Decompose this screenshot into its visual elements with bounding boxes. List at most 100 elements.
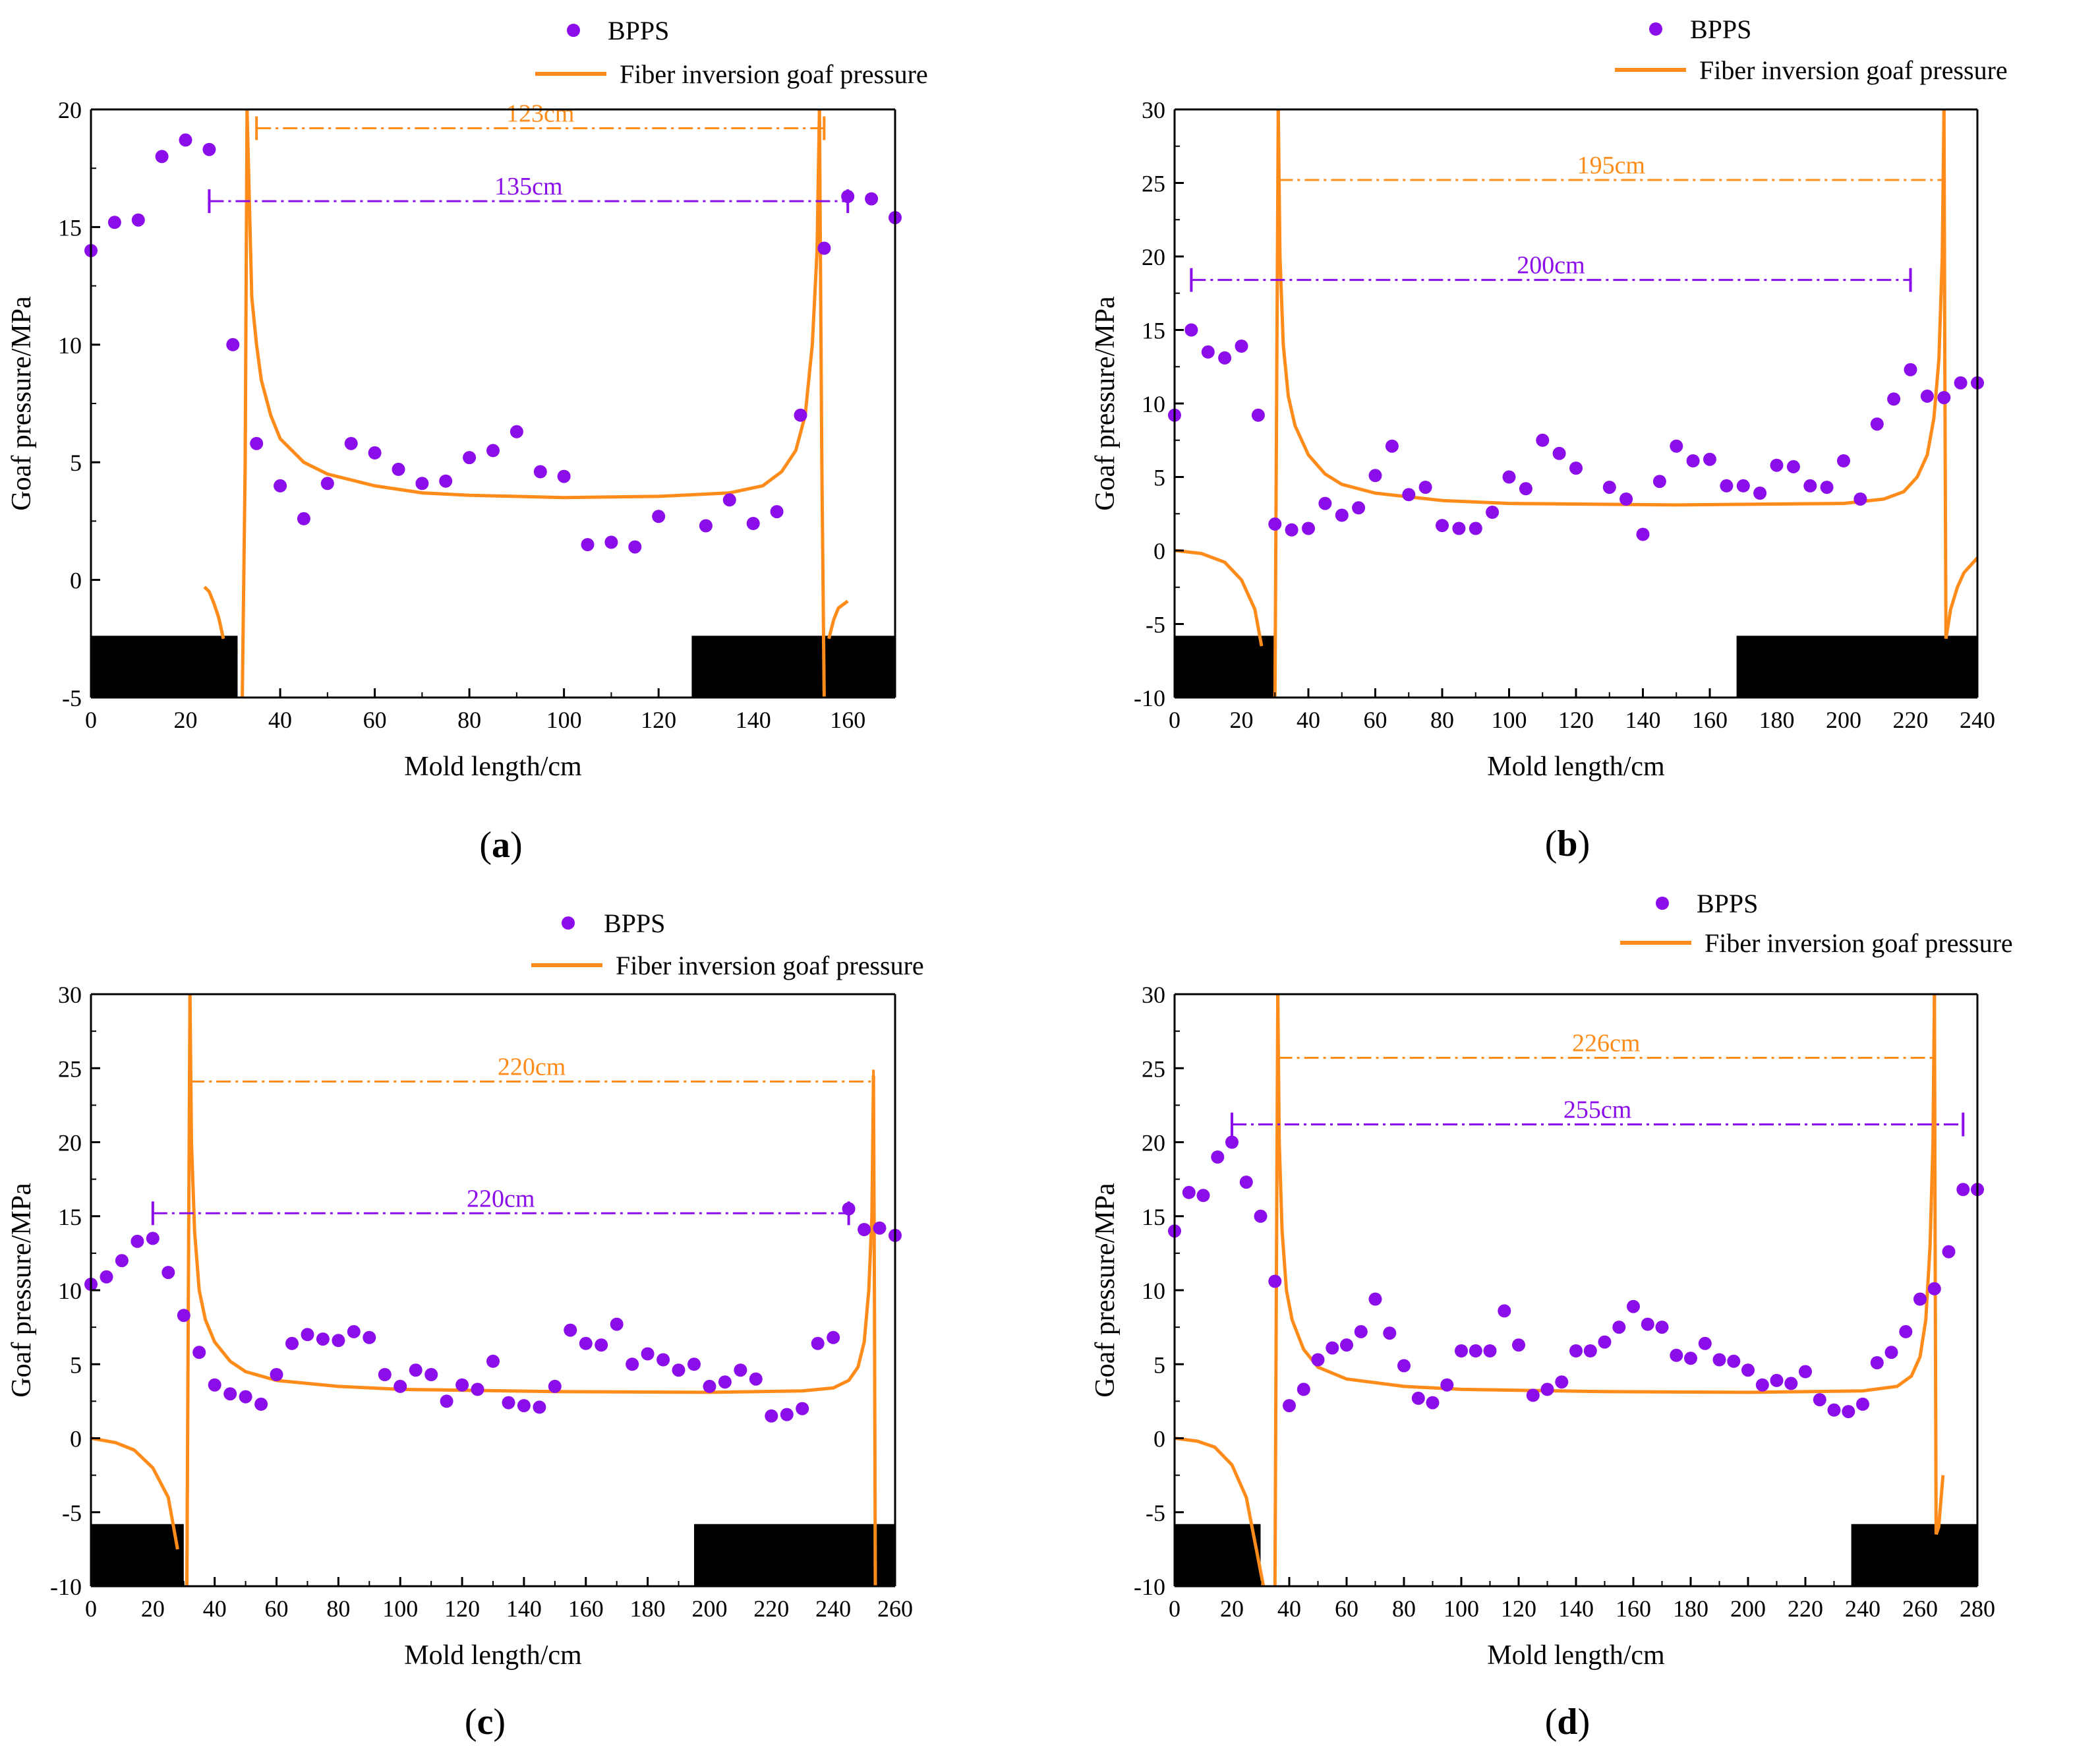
legend-c: BPPS Fiber inversion goaf pressure xyxy=(531,908,924,980)
x-ticks: 0 20 40 60 80 100 120 140 160 180 200 220 240 260 xyxy=(85,1577,913,1622)
y-tick-label: 10 xyxy=(1142,1278,1165,1304)
bpps-point xyxy=(1426,1396,1440,1410)
bpps-point xyxy=(270,1368,283,1381)
bpps-point xyxy=(1526,1388,1540,1402)
legend-bpps-label: BPPS xyxy=(604,908,665,938)
legend-fiber-label: Fiber inversion goaf pressure xyxy=(620,59,928,89)
bpps-point xyxy=(1887,392,1901,406)
x-tick-label: 160 xyxy=(568,1595,604,1622)
bpps-point xyxy=(301,1328,314,1342)
bpps-point xyxy=(471,1383,484,1396)
bpps-point xyxy=(1712,1353,1726,1367)
x-tick-label: 20 xyxy=(174,707,198,733)
y-tick-label: 15 xyxy=(1142,1204,1165,1230)
x-tick-label: 200 xyxy=(1826,707,1861,733)
left-support-block xyxy=(91,636,238,698)
legend-fiber-label: Fiber inversion goaf pressure xyxy=(616,951,924,980)
bpps-point xyxy=(250,436,264,450)
panel-caption-b: (b) xyxy=(1545,823,1590,864)
bpps-point xyxy=(1813,1393,1826,1407)
bpps-point xyxy=(1268,1274,1282,1288)
bpps-point xyxy=(192,1346,206,1359)
x-ticks: 0 20 40 60 80 100 120 140 160 180 200 220 240 xyxy=(1169,688,1995,733)
span-label: 255cm xyxy=(1563,1096,1631,1124)
bpps-point xyxy=(1201,345,1215,359)
right-support-block xyxy=(1736,636,1977,698)
x-tick-label: 60 xyxy=(1335,1595,1358,1622)
bpps-point xyxy=(628,540,642,554)
y-axis-title: Goaf pressure/MPa xyxy=(7,296,37,511)
bpps-point xyxy=(873,1221,887,1235)
x-tick-label: 120 xyxy=(1501,1595,1536,1622)
bpps-point xyxy=(1670,1348,1683,1362)
x-tick-label: 120 xyxy=(641,707,676,733)
x-tick-label: 120 xyxy=(444,1595,480,1622)
bpps-point xyxy=(842,1202,856,1216)
bpps-point xyxy=(533,465,547,479)
y-tick-label: 0 xyxy=(1153,538,1165,564)
bpps-point xyxy=(1913,1292,1927,1306)
right-support-block xyxy=(691,636,895,698)
bpps-point xyxy=(486,1354,500,1368)
bpps-point xyxy=(1318,496,1332,510)
fiber-curve-segment xyxy=(817,109,826,698)
bpps-point xyxy=(1956,1183,1970,1197)
bpps-point xyxy=(1727,1354,1741,1368)
bpps-point xyxy=(1182,1185,1196,1199)
legend-bpps-label: BPPS xyxy=(1697,889,1758,918)
bpps-point xyxy=(1904,363,1917,376)
x-tick-label: 220 xyxy=(753,1595,789,1622)
y-tick-label: 25 xyxy=(1142,171,1165,197)
bpps-point xyxy=(780,1408,794,1421)
bpps-point xyxy=(1612,1321,1626,1334)
x-tick-label: 160 xyxy=(1692,707,1728,733)
x-tick-label: 20 xyxy=(1230,707,1254,733)
span-annotation-fiber: 226cm xyxy=(1276,1030,1936,1070)
bpps-point xyxy=(1720,479,1734,492)
x-axis-title: Mold length/cm xyxy=(404,1640,582,1671)
x-tick-label: 280 xyxy=(1960,1595,1995,1622)
bpps-point xyxy=(734,1363,747,1377)
bpps-point xyxy=(517,1399,531,1413)
legend-bpps-marker xyxy=(1656,897,1669,910)
y-tick-label: -10 xyxy=(1134,685,1165,711)
x-tick-label: 220 xyxy=(1893,707,1929,733)
bpps-point xyxy=(1619,492,1633,506)
panel-caption-c: (c) xyxy=(465,1702,506,1742)
x-tick-label: 80 xyxy=(1430,707,1454,733)
legend-fiber-label: Fiber inversion goaf pressure xyxy=(1705,928,2013,958)
fiber-curve-segment xyxy=(1935,1475,1945,1535)
bpps-point xyxy=(1655,1321,1669,1334)
x-tick-label: 40 xyxy=(1297,707,1320,733)
bpps-point xyxy=(316,1332,330,1346)
legend-d: BPPS Fiber inversion goaf pressure xyxy=(1620,889,2013,958)
legend-bpps-marker xyxy=(562,916,575,930)
bpps-point xyxy=(1899,1324,1913,1338)
span-annotation-fiber: 220cm xyxy=(189,1053,875,1094)
bpps-point xyxy=(1799,1365,1812,1379)
bpps-point xyxy=(131,1234,144,1248)
panel-c: BPPS Fiber inversion goaf pressure 220cm… xyxy=(7,908,924,1742)
bpps-point xyxy=(579,1336,593,1350)
fiber-curve-segment xyxy=(1276,109,1946,507)
y-tick-label: 15 xyxy=(58,1204,82,1230)
y-tick-label: -10 xyxy=(50,1574,82,1600)
bpps-point xyxy=(363,1330,376,1344)
bpps-point xyxy=(1784,1377,1798,1390)
span-label: 135cm xyxy=(494,173,562,200)
bpps-point xyxy=(392,462,405,476)
left-support-block xyxy=(91,1524,184,1586)
bpps-point xyxy=(841,190,855,203)
x-tick-label: 60 xyxy=(363,707,387,733)
y-tick-label: 0 xyxy=(70,568,82,594)
y-ticks: -10 -5 0 5 10 15 20 25 30 xyxy=(1134,982,1184,1600)
x-tick-label: 100 xyxy=(546,707,582,733)
bpps-point xyxy=(817,241,831,255)
x-axis-title: Mold length/cm xyxy=(1487,752,1665,782)
bpps-point xyxy=(1770,1373,1784,1387)
bpps-point xyxy=(1540,1383,1554,1396)
bpps-point xyxy=(1937,391,1951,405)
